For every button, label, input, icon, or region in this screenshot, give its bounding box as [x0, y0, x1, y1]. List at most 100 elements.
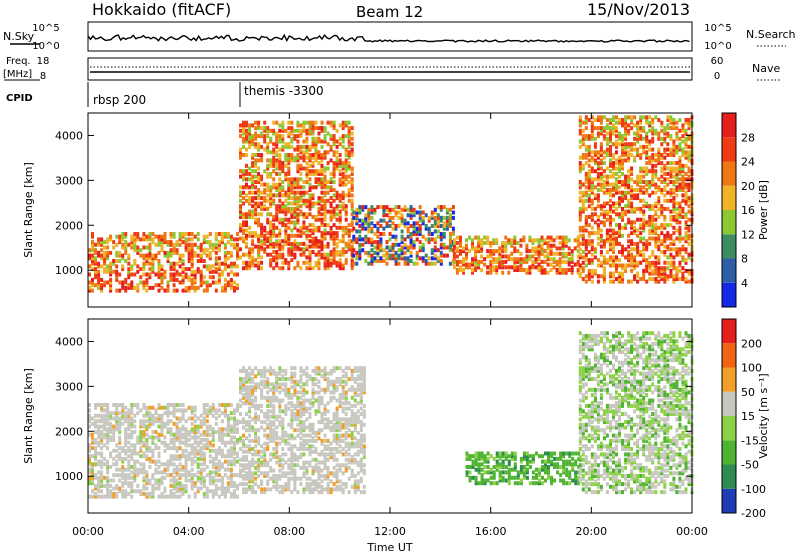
power-cell-4	[615, 255, 618, 260]
power-cell-4	[593, 212, 597, 217]
velocity-cell-0	[169, 432, 173, 437]
power-cell-2	[421, 218, 425, 223]
power-cell-1	[335, 196, 339, 201]
power-cell-3	[564, 259, 568, 264]
power-cell-1	[251, 255, 255, 260]
power-cell-4	[642, 209, 646, 214]
power-cell-4	[684, 190, 688, 195]
power-cell-1	[323, 180, 327, 184]
power-cell-4	[654, 209, 658, 214]
power-cell-4	[578, 225, 582, 230]
power-cell-4	[633, 260, 637, 265]
power-cell-3	[471, 243, 474, 248]
power-cell-3	[492, 268, 496, 272]
power-cell-4	[648, 271, 652, 276]
velocity-cell-0	[193, 438, 197, 442]
power-cell-0	[226, 272, 230, 277]
power-cell-1	[251, 212, 255, 217]
power-cell-4	[612, 118, 615, 122]
power-cell-4	[669, 241, 673, 246]
power-cell-2	[382, 248, 386, 253]
power-cell-3	[489, 251, 493, 256]
power-cell-0	[136, 234, 140, 239]
velocity-cell-1	[263, 463, 267, 468]
power-cell-1	[257, 126, 261, 131]
velocity-cell-0	[151, 473, 155, 478]
velocity-cell-1	[251, 479, 255, 484]
velocity-cell-0	[127, 419, 131, 424]
power-cell-0	[91, 232, 94, 236]
velocity-cell-1	[257, 449, 261, 454]
power-cell-0	[148, 275, 152, 280]
power-cell-4	[666, 223, 670, 228]
power-cell-4	[590, 188, 594, 192]
power-cell-1	[275, 150, 279, 155]
velocity-cell-0	[211, 494, 215, 499]
power-cell-4	[602, 204, 606, 209]
power-cell-4	[584, 255, 588, 260]
velocity-cell-0	[133, 459, 137, 464]
velocity-cell-0	[112, 435, 116, 440]
velocity-cell-0	[172, 435, 176, 440]
power-cell-1	[320, 163, 324, 168]
power-cell-4	[612, 155, 615, 160]
velocity-cell-0	[178, 430, 182, 434]
velocity-cell-1	[251, 438, 255, 443]
power-cell-0	[94, 242, 97, 247]
power-cell-1	[287, 190, 291, 195]
velocity-cell-0	[136, 440, 140, 445]
power-cell-1	[323, 126, 327, 131]
power-cell-4	[612, 188, 615, 192]
power-cell-1	[287, 196, 291, 201]
power-cell-4	[609, 136, 612, 141]
power-cell-0	[130, 237, 134, 242]
power-cell-4	[663, 252, 667, 257]
velocity-cell-0	[100, 473, 104, 478]
power-cell-3	[462, 268, 465, 272]
velocity-cell-0	[226, 419, 230, 424]
power-cell-4	[596, 241, 600, 246]
power-cell-2	[445, 253, 449, 258]
power-cell-1	[290, 247, 294, 252]
power-cell-2	[367, 207, 371, 212]
power-cell-4	[636, 244, 640, 249]
power-cell-1	[341, 126, 345, 131]
power-cell-1	[284, 204, 288, 209]
power-cell-0	[154, 253, 158, 258]
power-cell-1	[296, 139, 300, 144]
power-cell-0	[121, 242, 125, 247]
velocity-cell-0	[94, 456, 97, 461]
velocity-cell-0	[139, 435, 143, 440]
power-cell-4	[612, 115, 615, 120]
power-cell-4	[645, 260, 649, 265]
power-cell-0	[175, 248, 179, 253]
power-cell-4	[615, 277, 618, 281]
power-cell-4	[672, 161, 676, 166]
power-cell-3	[531, 254, 535, 259]
power-cell-0	[91, 234, 94, 239]
velocity-cell-0	[94, 448, 97, 453]
velocity-cell-0	[148, 416, 152, 421]
power-cell-0	[103, 269, 107, 274]
velocity-cell-0	[118, 427, 122, 432]
power-cell-4	[684, 212, 688, 217]
power-cell-4	[599, 158, 603, 163]
power-cell-0	[169, 277, 173, 282]
power-cell-2	[412, 232, 416, 236]
power-cell-3	[471, 238, 474, 243]
power-cell-1	[329, 231, 333, 236]
power-cell-2	[439, 205, 443, 210]
power-cell-4	[618, 233, 621, 238]
power-cell-0	[202, 288, 206, 293]
velocity-cell-0	[121, 459, 125, 464]
velocity-cell-0	[166, 473, 170, 478]
velocity-cell-1	[260, 449, 264, 454]
power-cell-2	[406, 261, 410, 266]
power-cell-2	[412, 226, 416, 231]
power-cell-4	[627, 244, 631, 249]
power-cell-4	[645, 180, 649, 184]
freq-panel-frame	[87, 57, 693, 81]
velocity-cell-0	[145, 494, 149, 499]
velocity-cell-0	[103, 419, 107, 424]
velocity-cell-1	[266, 463, 270, 468]
